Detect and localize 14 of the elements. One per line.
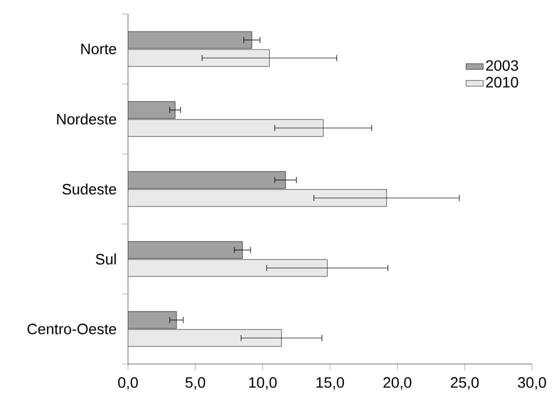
y-tick-label: Sudeste	[62, 183, 116, 194]
x-tick-label: 10,0	[249, 377, 277, 390]
x-tick-label: 20,0	[383, 377, 412, 390]
legend-label: 2010	[486, 76, 518, 88]
y-tick-label: Sul	[96, 253, 116, 264]
x-tick-label: 5,0	[186, 377, 206, 390]
legend-label: 2003	[486, 60, 518, 71]
x-tick-label: 0,0	[118, 377, 138, 390]
x-tick-label: 30,0	[518, 377, 546, 390]
x-tick-label: 15,0	[316, 377, 344, 390]
y-tick-label: Nordeste	[57, 113, 116, 124]
x-tick-label: 25,0	[450, 377, 479, 390]
y-tick-label: Norte	[81, 44, 116, 54]
y-tick-label: Centro-Oeste	[28, 324, 116, 334]
